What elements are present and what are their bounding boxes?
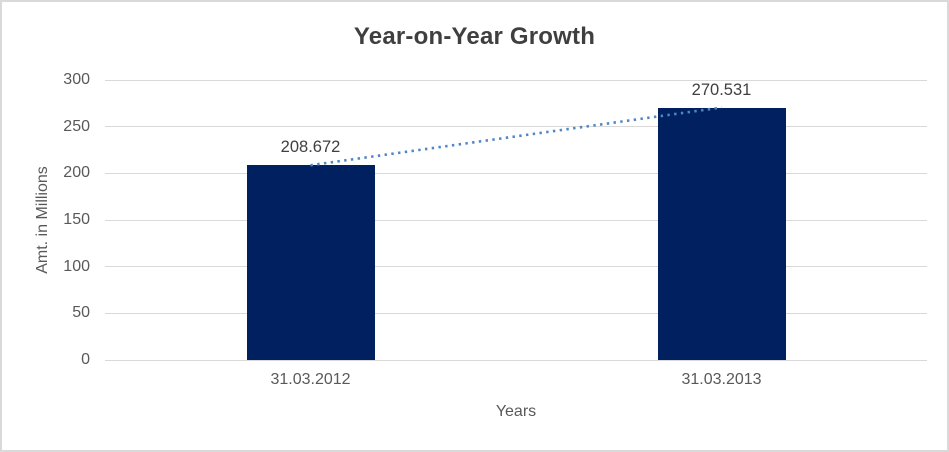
y-axis-tick-labels: 0 50 100 150 200 250 300 xyxy=(30,71,90,368)
x-axis-tick-labels: 31.03.2012 31.03.2013 xyxy=(105,370,927,392)
y-axis-tick-label: 150 xyxy=(63,211,90,228)
x-axis-line xyxy=(105,359,927,361)
plot-area: 208.672 270.531 xyxy=(105,79,927,361)
data-label: 208.672 xyxy=(280,138,341,157)
gridline xyxy=(105,79,927,81)
y-axis-tick-label: 50 xyxy=(72,304,90,322)
gridline xyxy=(105,172,927,174)
gridline xyxy=(105,266,927,268)
x-axis-tick-label: 31.03.2012 xyxy=(270,371,351,388)
gridline xyxy=(105,126,927,128)
chart-title: Year-on-Year Growth xyxy=(353,23,596,50)
x-axis-tick-label: 31.03.2013 xyxy=(681,371,762,388)
y-axis-tick-label: 250 xyxy=(63,117,90,135)
x-axis-title: Years xyxy=(495,403,537,420)
gridline xyxy=(105,219,927,221)
gridline xyxy=(105,312,927,314)
y-axis-tick-label: 300 xyxy=(63,71,90,88)
data-label: 270.531 xyxy=(691,80,752,99)
y-axis-tick-label: 0 xyxy=(81,351,90,368)
trendline xyxy=(310,106,722,167)
bar-31.03.2012 xyxy=(246,165,375,360)
bar-31.03.2013 xyxy=(657,107,786,360)
y-axis-tick-label: 100 xyxy=(63,257,90,275)
y-axis-tick-label: 200 xyxy=(63,164,90,182)
